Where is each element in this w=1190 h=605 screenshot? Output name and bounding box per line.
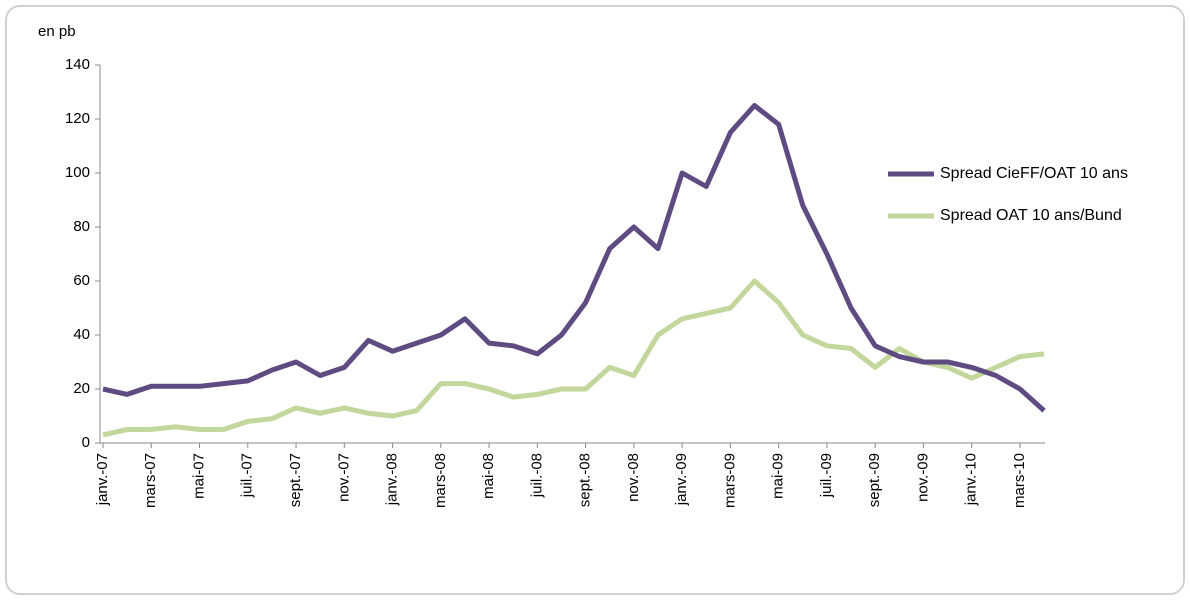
legend-label: Spread CieFF/OAT 10 ans <box>940 165 1128 182</box>
x-tick-label: janv.-10 <box>963 453 980 506</box>
x-tick-label: janv.-07 <box>94 453 111 506</box>
y-tick-label: 140 <box>65 56 90 73</box>
x-tick-label: mars-10 <box>1011 453 1028 508</box>
x-tick-label: mai-07 <box>190 453 207 499</box>
legend-label: Spread OAT 10 ans/Bund <box>940 207 1122 224</box>
x-tick-label: mars-09 <box>721 453 738 508</box>
series-line <box>102 103 1046 413</box>
x-tick-label: nov.-07 <box>335 453 352 502</box>
x-tick-label: mai-08 <box>480 453 497 499</box>
y-tick-label: 40 <box>73 326 90 343</box>
series-line <box>102 278 1045 438</box>
x-tick-label: juil.-08 <box>528 453 545 498</box>
y-tick-label: 0 <box>82 434 90 451</box>
y-tick-label: 20 <box>73 380 90 397</box>
y-tick-label: 60 <box>73 272 90 289</box>
chart-border <box>5 5 1185 595</box>
x-tick-label: nov.-09 <box>914 453 931 502</box>
x-tick-label: nov.-08 <box>625 453 642 502</box>
y-tick-label: 100 <box>65 164 90 181</box>
x-tick-label: sept.-08 <box>577 453 594 507</box>
x-tick-label: juil.-09 <box>818 453 835 498</box>
x-tick-label: janv.-09 <box>673 453 690 506</box>
x-tick-label: sept.-07 <box>287 453 304 507</box>
y-tick-label: 120 <box>65 110 90 127</box>
x-tick-label: janv.-08 <box>384 453 401 506</box>
x-tick-label: juil.-07 <box>239 453 256 498</box>
x-tick-label: mai-09 <box>770 453 787 499</box>
y-tick-label: 80 <box>73 218 90 235</box>
y-axis-label: en pb <box>38 23 76 40</box>
x-tick-label: mars-08 <box>432 453 449 508</box>
x-tick-label: mars-07 <box>142 453 159 508</box>
x-tick-label: sept.-09 <box>866 453 883 507</box>
